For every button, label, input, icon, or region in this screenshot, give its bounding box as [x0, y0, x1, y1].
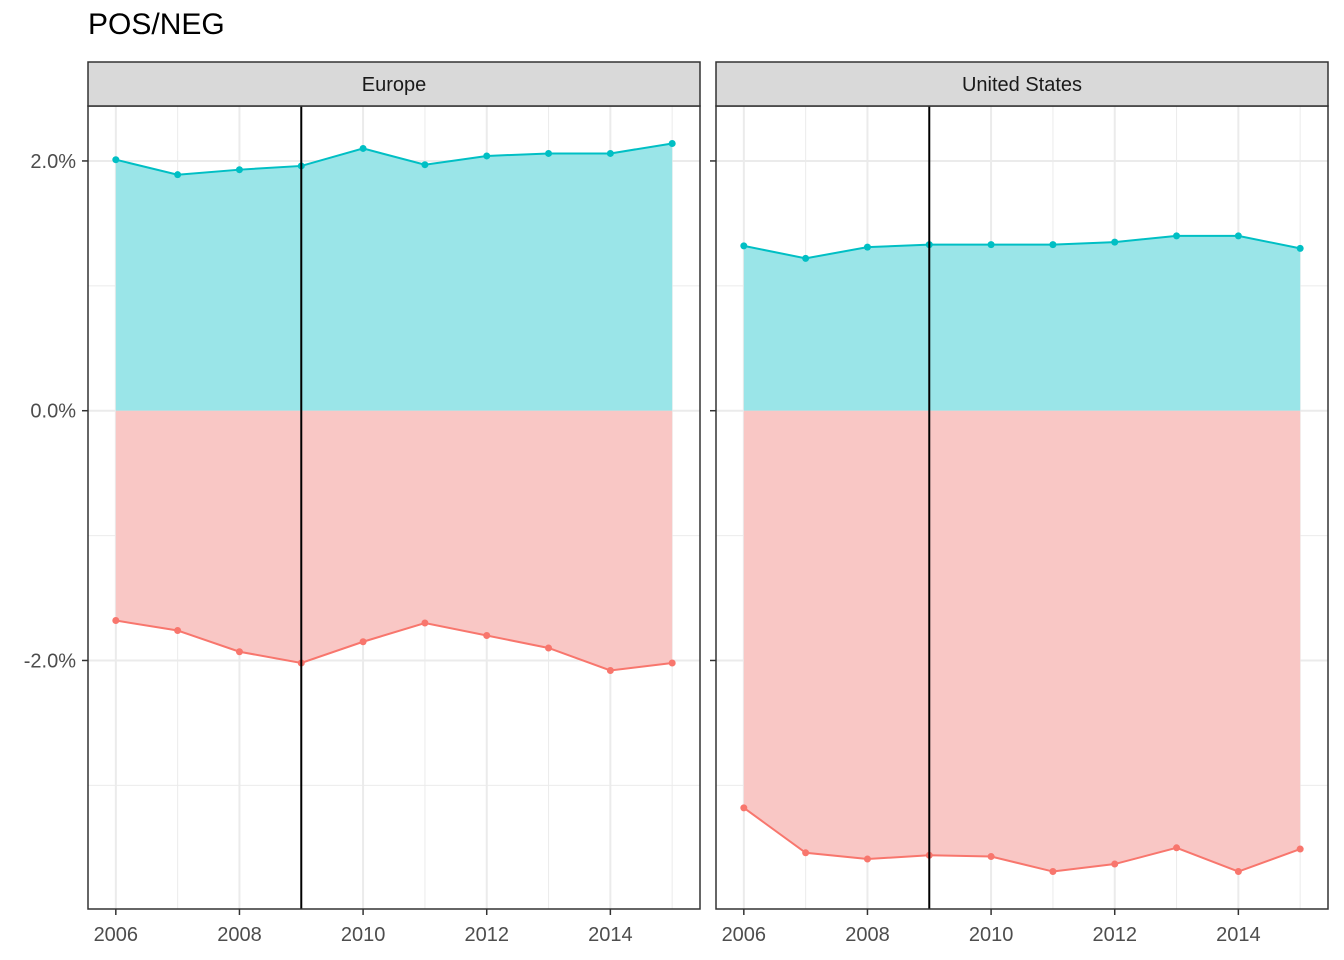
data-point-neg — [987, 853, 995, 861]
x-tick-label: 2010 — [969, 924, 1014, 946]
y-tick-label: -2.0% — [24, 650, 76, 672]
data-point-pos — [987, 241, 995, 249]
facet-strip-label: United States — [962, 74, 1082, 96]
data-point-pos — [802, 254, 810, 262]
data-point-neg — [483, 632, 491, 640]
data-point-pos — [359, 144, 367, 152]
series-line-pos — [743, 234, 1301, 260]
area-neg — [743, 410, 1301, 872]
data-point-neg — [545, 644, 553, 652]
data-point-pos — [112, 156, 120, 164]
x-tick-label: 2010 — [341, 924, 386, 946]
x-tick-label: 2012 — [464, 924, 509, 946]
data-point-neg — [359, 638, 367, 646]
x-tick-label: 2012 — [1092, 924, 1137, 946]
data-point-pos — [1173, 232, 1181, 240]
data-point-neg — [668, 659, 676, 667]
data-point-neg — [863, 855, 871, 863]
x-tick-label: 2008 — [217, 924, 262, 946]
data-point-pos — [174, 171, 182, 179]
data-point-neg — [112, 617, 120, 625]
data-point-pos — [545, 149, 553, 157]
y-tick-label: 2.0% — [30, 151, 76, 173]
data-point-neg — [1049, 868, 1057, 876]
x-tick-label: 2006 — [94, 924, 139, 946]
series-line-neg — [743, 807, 1301, 873]
series-line-pos — [115, 142, 673, 176]
area-pos — [115, 143, 673, 411]
x-tick-label: 2014 — [1216, 924, 1261, 946]
x-tick-label: 2014 — [588, 924, 633, 946]
data-point-pos — [235, 166, 243, 174]
data-point-pos — [1296, 244, 1304, 252]
data-point-neg — [235, 648, 243, 656]
facet-strip — [715, 61, 1329, 107]
area-pos — [743, 235, 1301, 411]
data-point-neg — [1296, 845, 1304, 853]
data-point-neg — [1173, 844, 1181, 852]
data-point-pos — [668, 139, 676, 147]
data-point-pos — [1234, 232, 1242, 240]
area-neg — [115, 410, 673, 671]
x-tick-label: 2008 — [845, 924, 890, 946]
data-point-pos — [740, 242, 748, 250]
data-point-neg — [802, 849, 810, 857]
data-point-pos — [1111, 238, 1119, 246]
data-point-neg — [421, 619, 429, 627]
panel-1: United States 2006 2008 2010 2012 2014 — [710, 61, 1329, 946]
chart-title: POS/NEG — [88, 8, 225, 41]
y-tick-label: 0.0% — [30, 401, 76, 423]
data-point-pos — [483, 152, 491, 160]
facet-strip-label: Europe — [362, 74, 427, 96]
data-point-neg — [606, 666, 614, 674]
x-tick-label: 2006 — [722, 924, 767, 946]
data-point-pos — [606, 149, 614, 157]
data-point-pos — [863, 243, 871, 251]
facet-strip — [87, 61, 701, 107]
data-point-neg — [1111, 860, 1119, 868]
series-line-neg — [115, 619, 673, 672]
data-point-neg — [174, 627, 182, 635]
data-point-pos — [421, 161, 429, 169]
data-point-neg — [740, 804, 748, 812]
panel-0: Europe 2006 2008 2010 2012 2014 2.0% 0.0% -2.0% — [24, 61, 701, 946]
data-point-neg — [1234, 868, 1242, 876]
data-point-pos — [1049, 241, 1057, 249]
